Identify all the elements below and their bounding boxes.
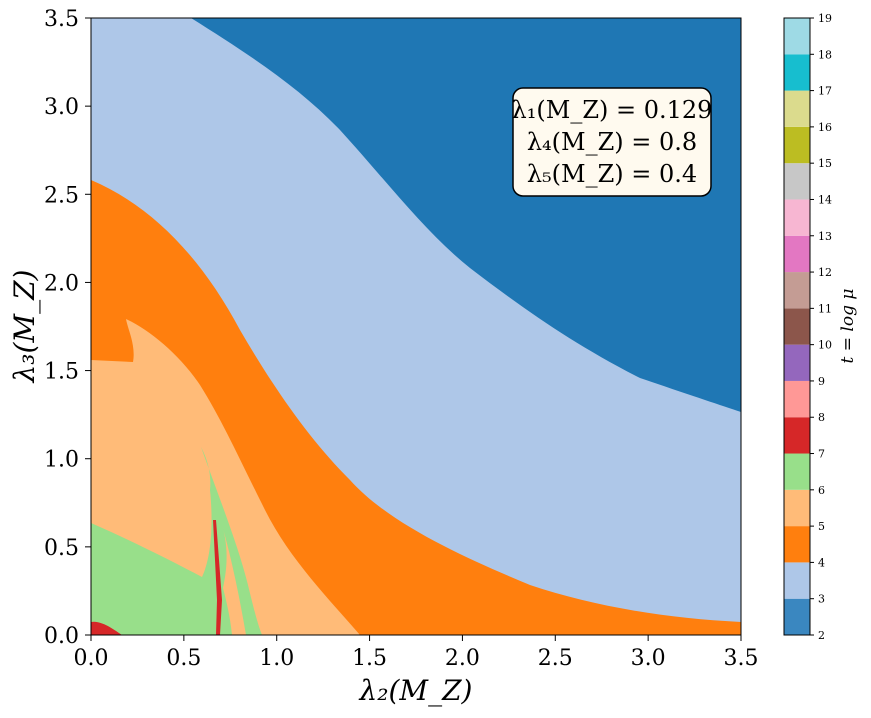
y-tick-label: 0.5 [44, 536, 79, 561]
colorbar-tick-label: 6 [818, 484, 825, 497]
region-t7-corner [91, 621, 122, 635]
parameter-annotation: λ₁(M_Z) = 0.129 λ₄(M_Z) = 0.8 λ₅(M_Z) = … [512, 87, 713, 197]
x-tick-label: 1.5 [352, 646, 387, 671]
colorbar-label: t = log μ [838, 289, 858, 364]
x-tick-label: 3.5 [724, 646, 759, 671]
colorbar-segment [784, 126, 810, 164]
colorbar-tick-label: 9 [818, 375, 825, 388]
colorbar-segment [784, 235, 810, 273]
colorbar-tick-label: 4 [818, 556, 825, 569]
annotation-box [512, 87, 712, 197]
y-tick-label: 1.5 [44, 360, 79, 385]
annotation-line-3: λ₅(M_Z) = 0.4 [527, 160, 697, 188]
colorbar [784, 18, 810, 635]
plot-frame [90, 17, 742, 636]
colorbar-ticks: 2 3 4 5 6 7 8 9 10 11 12 13 14 15 16 17 18 19 [810, 12, 832, 642]
colorbar-segment [784, 526, 810, 563]
colorbar-segment [784, 453, 810, 490]
colorbar-tick-label: 17 [818, 85, 832, 98]
colorbar-tick-label: 16 [818, 121, 832, 134]
colorbar-segment [784, 199, 810, 236]
colorbar-tick-label: 18 [818, 48, 832, 61]
colorbar-tick-label: 15 [818, 157, 832, 170]
colorbar-tick-label: 3 [818, 593, 825, 606]
x-tick-label: 0.5 [166, 646, 201, 671]
colorbar-segment [784, 54, 810, 91]
y-axis-label: λ₃(M_Z) [8, 270, 41, 384]
colorbar-tick-label: 14 [818, 193, 832, 206]
x-axis-ticks: 0.0 0.5 1.0 1.5 2.0 2.5 3.0 3.5 [74, 635, 759, 671]
y-tick-label: 3.5 [44, 7, 79, 32]
colorbar-segment [784, 598, 810, 635]
x-tick-label: 2.0 [445, 646, 480, 671]
colorbar-segment [784, 163, 810, 200]
x-tick-label: 2.5 [538, 646, 573, 671]
y-tick-label: 1.0 [44, 448, 79, 473]
colorbar-tick-label: 13 [818, 230, 832, 243]
region-t7-line [213, 520, 222, 635]
colorbar-segment [784, 18, 810, 55]
colorbar-segment [784, 562, 810, 599]
colorbar-frame [783, 17, 811, 636]
annotation-line-1: λ₁(M_Z) = 0.129 [512, 96, 713, 124]
colorbar-segment [784, 489, 810, 527]
colorbar-tick-label: 19 [818, 12, 832, 25]
colorbar-segment [784, 344, 810, 381]
y-axis-ticks: 0.0 0.5 1.0 1.5 2.0 2.5 3.0 3.5 [44, 7, 91, 649]
y-tick-label: 0.0 [44, 624, 79, 649]
colorbar-segment [784, 90, 810, 127]
colorbar-tick-label: 10 [818, 339, 832, 352]
colorbar-segment [784, 308, 810, 345]
colorbar-tick-label: 8 [818, 411, 825, 424]
y-tick-label: 3.0 [44, 95, 79, 120]
colorbar-tick-label: 11 [818, 302, 832, 315]
x-tick-label: 0.0 [74, 646, 109, 671]
y-tick-label: 2.5 [44, 183, 79, 208]
colorbar-tick-label: 2 [818, 629, 825, 642]
x-axis-label: λ₂(M_Z) [359, 674, 473, 707]
annotation-line-2: λ₄(M_Z) = 0.8 [527, 128, 697, 156]
region-t6-inner [222, 525, 246, 635]
colorbar-segment [784, 380, 810, 418]
colorbar-segment [784, 272, 810, 309]
x-tick-label: 1.0 [259, 646, 294, 671]
x-tick-label: 3.0 [631, 646, 666, 671]
colorbar-tick-label: 12 [818, 266, 832, 279]
colorbar-segment [784, 417, 810, 454]
colorbar-tick-label: 5 [818, 520, 825, 533]
y-tick-label: 2.0 [44, 271, 79, 296]
colorbar-tick-label: 7 [818, 448, 825, 461]
